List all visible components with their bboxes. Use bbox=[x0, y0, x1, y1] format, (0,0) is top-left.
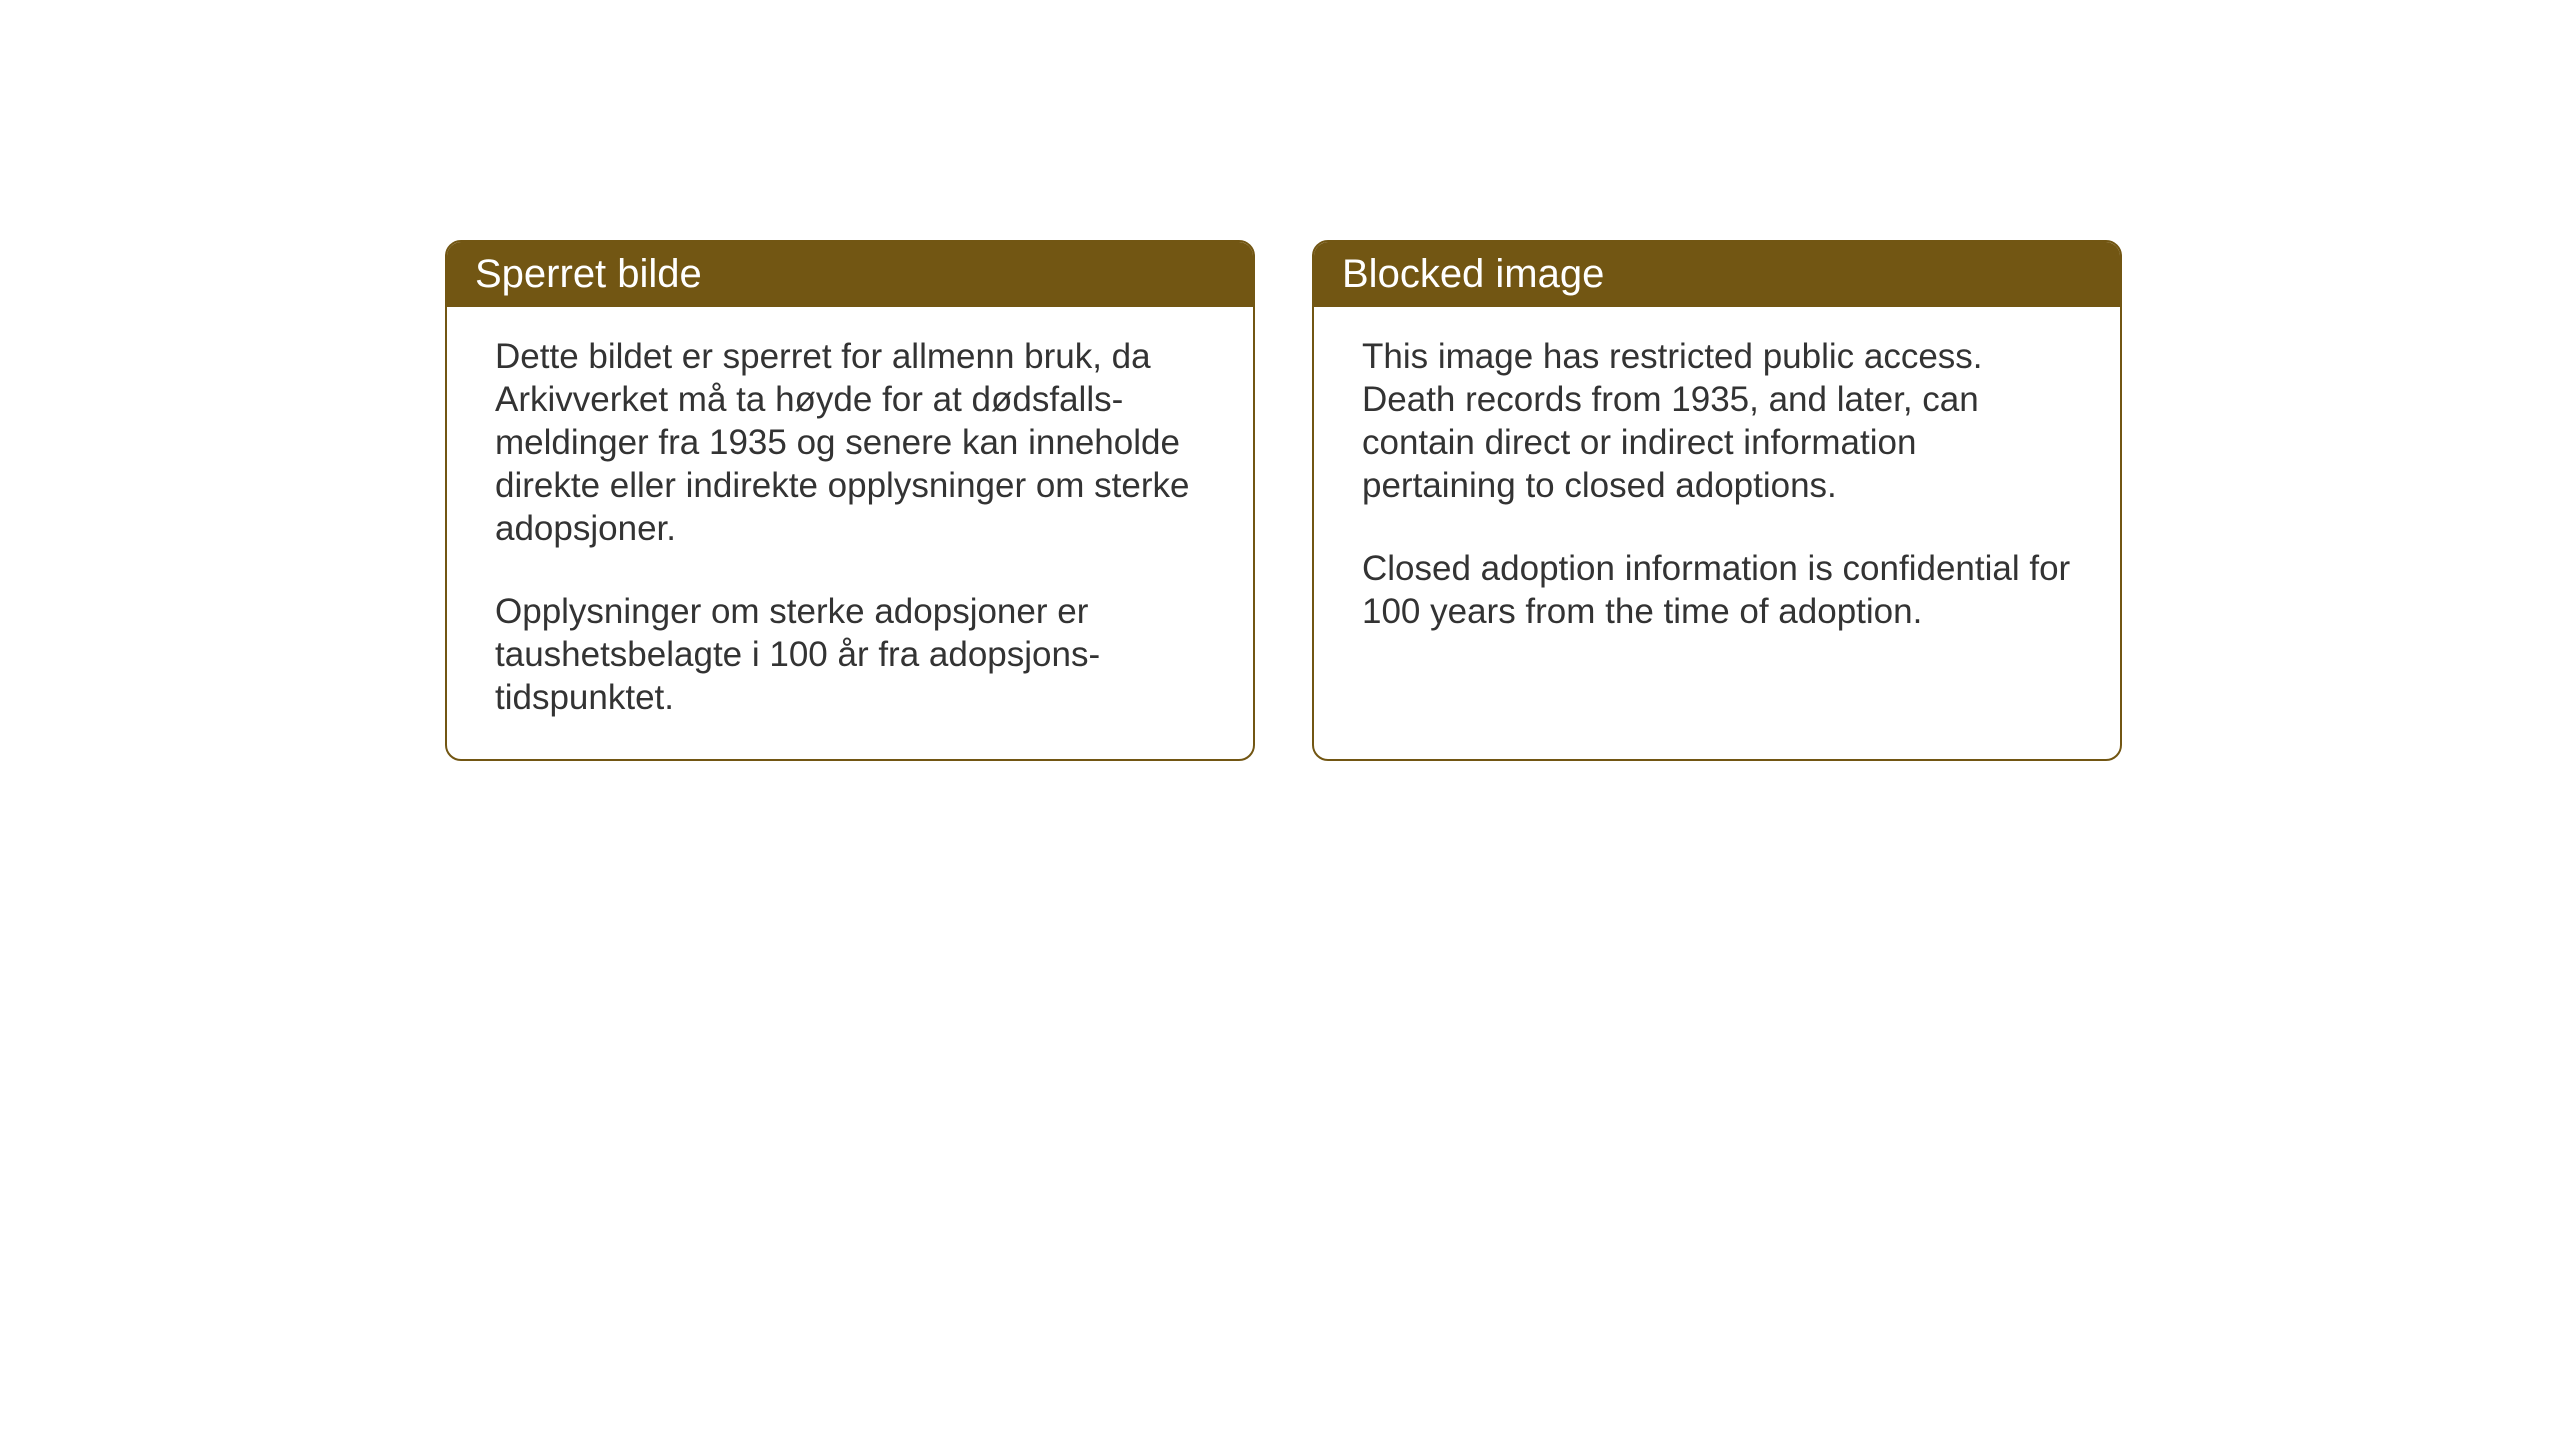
card-header-english: Blocked image bbox=[1314, 242, 2120, 307]
card-body-norwegian: Dette bildet er sperret for allmenn bruk… bbox=[447, 307, 1253, 759]
notice-card-norwegian: Sperret bilde Dette bildet er sperret fo… bbox=[445, 240, 1255, 761]
notice-card-english: Blocked image This image has restricted … bbox=[1312, 240, 2122, 761]
card-paragraph-2-norwegian: Opplysninger om sterke adopsjoner er tau… bbox=[495, 590, 1205, 719]
card-title-english: Blocked image bbox=[1342, 252, 1604, 296]
card-paragraph-1-norwegian: Dette bildet er sperret for allmenn bruk… bbox=[495, 335, 1205, 550]
card-header-norwegian: Sperret bilde bbox=[447, 242, 1253, 307]
card-paragraph-2-english: Closed adoption information is confident… bbox=[1362, 547, 2072, 633]
card-body-english: This image has restricted public access.… bbox=[1314, 307, 2120, 673]
card-paragraph-1-english: This image has restricted public access.… bbox=[1362, 335, 2072, 507]
card-title-norwegian: Sperret bilde bbox=[475, 252, 702, 296]
notice-container: Sperret bilde Dette bildet er sperret fo… bbox=[445, 240, 2122, 761]
